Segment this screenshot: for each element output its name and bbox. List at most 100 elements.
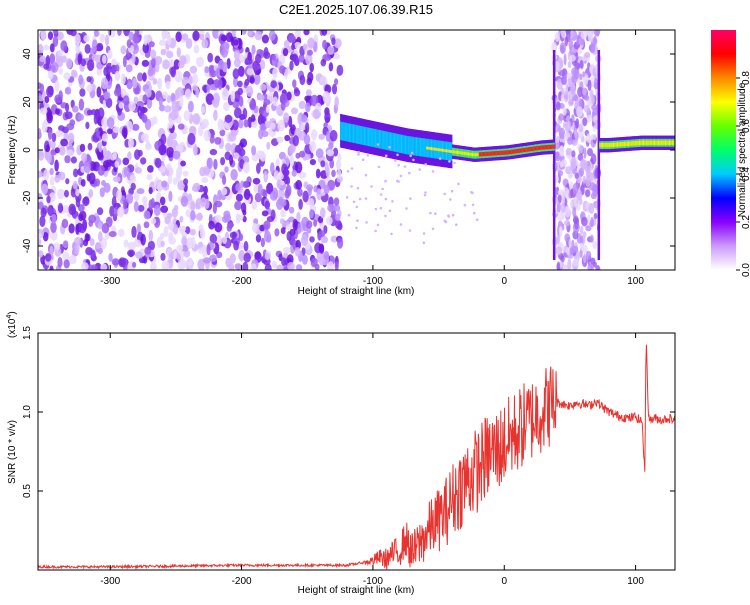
heatmap-cell: [563, 91, 569, 103]
signal-cell: [440, 148, 442, 152]
signal-cell: [497, 150, 499, 156]
heatmap-cell: [38, 233, 42, 240]
signal-cell: [475, 153, 477, 157]
heatmap-cell: [158, 39, 167, 47]
signal-cell: [470, 152, 472, 156]
heatmap-cell: [41, 183, 48, 195]
heatmap-cell: [115, 64, 120, 73]
heatmap-cell: [65, 178, 70, 185]
signal-cell: [500, 150, 502, 156]
heatmap-cell: [266, 141, 271, 150]
signal-cell: [507, 150, 509, 155]
heatmap-cell: [288, 206, 295, 214]
heatmap-cell: [322, 91, 330, 104]
heatmap-cell: [65, 58, 73, 69]
heatmap-cell: [117, 106, 122, 116]
signal-cell: [437, 148, 439, 152]
heatmap-cell: [566, 72, 572, 79]
signal-cell: [452, 150, 454, 154]
signal-cell: [417, 137, 419, 156]
signal-cell: [456, 150, 458, 154]
signal-cell: [545, 145, 547, 150]
heatmap-cell: [128, 137, 134, 149]
heatmap-cell: [453, 161, 456, 165]
heatmap-cell: [62, 240, 69, 249]
signal-cell: [446, 149, 448, 153]
heatmap-cell: [252, 60, 259, 72]
heatmap-cell: [457, 182, 460, 186]
heatmap-cell: [175, 145, 180, 152]
heatmap-cell: [192, 182, 201, 192]
heatmap-cell: [399, 223, 403, 226]
heatmap-cell: [185, 209, 192, 218]
heatmap-cell: [264, 230, 271, 243]
heatmap-cell: [181, 245, 189, 252]
heatmap-cell: [97, 107, 105, 120]
heatmap-cell: [350, 185, 353, 188]
heatmap-cell: [587, 148, 593, 157]
heatmap-cell: [302, 43, 308, 51]
x-tick-label-bottom: 0: [501, 576, 507, 587]
heatmap-cell: [131, 53, 136, 64]
heatmap-cell: [215, 67, 221, 77]
signal-cell: [411, 136, 413, 155]
heatmap-cell: [585, 114, 593, 123]
heatmap-cell: [104, 151, 113, 160]
heatmap-cell: [246, 85, 254, 97]
signal-cell: [411, 136, 413, 156]
heatmap-cell: [189, 65, 198, 74]
heatmap-cell: [381, 187, 384, 191]
signal-cell: [652, 140, 655, 145]
heatmap-cell: [70, 30, 77, 37]
heatmap-cell: [592, 184, 599, 193]
heatmap-cell: [100, 263, 108, 270]
signal-cell: [397, 133, 399, 153]
heatmap-cell: [38, 250, 44, 258]
heatmap-cell: [294, 247, 301, 257]
heatmap-cell: [388, 209, 392, 212]
heatmap-cell: [578, 145, 584, 154]
heatmap-cell: [271, 53, 276, 61]
signal-cell: [649, 140, 651, 145]
signal-cell: [606, 143, 608, 148]
heatmap-cell: [60, 138, 68, 147]
signal-cell: [620, 142, 622, 147]
signal-cell: [481, 152, 484, 157]
heatmap-cell: [86, 84, 93, 93]
heatmap-cell: [85, 121, 90, 130]
heatmap-cell: [361, 158, 365, 161]
heatmap-cell: [94, 178, 101, 187]
heatmap-cell: [190, 200, 196, 212]
signal-cell: [426, 146, 428, 150]
heatmap-cell: [261, 210, 269, 217]
heatmap-cell: [593, 261, 597, 268]
heatmap-cell: [50, 62, 59, 73]
heatmap-cell: [285, 184, 292, 197]
heatmap-cell: [264, 252, 270, 261]
heatmap-cell: [79, 88, 86, 97]
heatmap-cell: [95, 242, 102, 249]
colorbar-tick-label: 0.0: [741, 263, 750, 277]
heatmap-cell: [196, 212, 203, 221]
heatmap-cell: [142, 72, 147, 82]
heatmap-cell: [217, 59, 225, 70]
heatmap-cell: [252, 223, 258, 233]
signal-cell: [503, 150, 505, 155]
signal-cell: [507, 150, 510, 155]
heatmap-cell: [49, 53, 56, 65]
heatmap-cell: [587, 79, 592, 92]
heatmap-cell: [209, 134, 215, 144]
heatmap-cell: [249, 76, 255, 84]
heatmap-cell: [275, 158, 280, 168]
signal-cell: [444, 149, 446, 152]
signal-cell: [472, 153, 474, 156]
y-tick-label-bottom: 1.5: [22, 326, 33, 340]
signal-cell: [612, 142, 614, 147]
signal-cell: [442, 148, 444, 152]
signal-cell: [423, 138, 425, 157]
heatmap-cell: [140, 157, 147, 165]
heatmap-cell: [254, 192, 262, 203]
signal-cell: [478, 153, 480, 156]
y-tick-label: 20: [22, 96, 33, 108]
heatmap-cell: [259, 83, 267, 91]
